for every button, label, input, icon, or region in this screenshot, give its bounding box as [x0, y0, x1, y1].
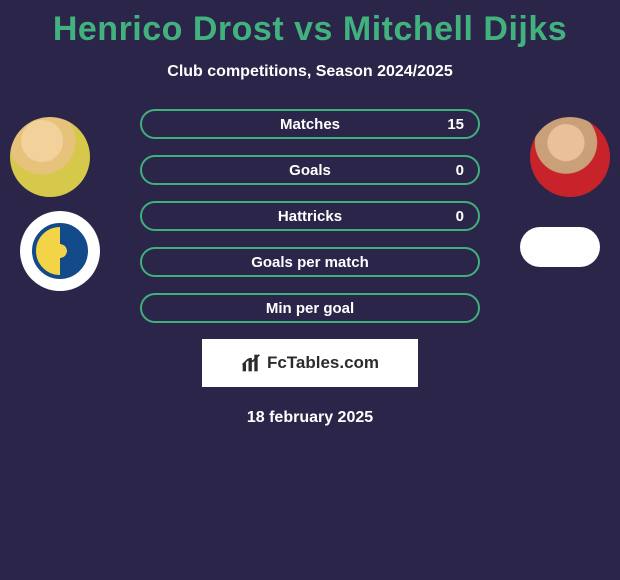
stat-bars: Matches 15 Goals 0 Hattricks 0 Goals per…: [140, 109, 480, 323]
stat-label: Min per goal: [266, 300, 354, 317]
page-title: Henrico Drost vs Mitchell Dijks: [0, 0, 620, 49]
stat-label: Matches: [280, 116, 340, 133]
stat-bar-hattricks: Hattricks 0: [140, 201, 480, 231]
stat-bar-matches: Matches 15: [140, 109, 480, 139]
subtitle: Club competitions, Season 2024/2025: [0, 63, 620, 81]
stat-bar-min-per-goal: Min per goal: [140, 293, 480, 323]
stat-value: 15: [447, 116, 464, 133]
club-badge-icon: [32, 223, 88, 279]
comparison-panel: Matches 15 Goals 0 Hattricks 0 Goals per…: [0, 109, 620, 427]
stat-value: 0: [456, 208, 464, 225]
bar-chart-icon: [241, 353, 261, 373]
stat-label: Goals: [289, 162, 331, 179]
stat-label: Goals per match: [251, 254, 369, 271]
stat-bar-goals: Goals 0: [140, 155, 480, 185]
club-right-pill: [520, 227, 600, 267]
stat-label: Hattricks: [278, 208, 342, 225]
fctables-logo: FcTables.com: [202, 339, 418, 387]
club-left-badge: [20, 211, 100, 291]
player-left-avatar: [10, 117, 90, 197]
stat-bar-goals-per-match: Goals per match: [140, 247, 480, 277]
player-right-avatar: [530, 117, 610, 197]
logo-text: FcTables.com: [267, 353, 379, 373]
stat-value: 0: [456, 162, 464, 179]
date-text: 18 february 2025: [0, 409, 620, 427]
